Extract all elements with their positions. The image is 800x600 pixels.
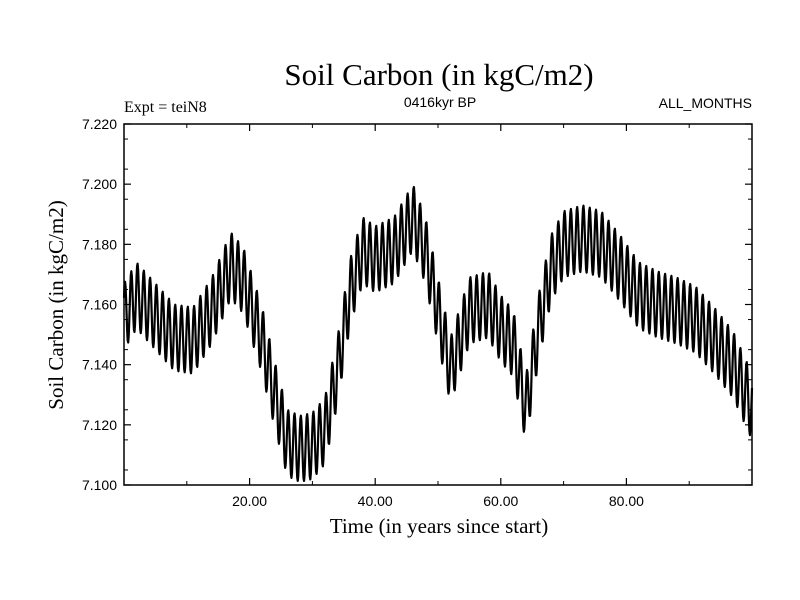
y-tick-label: 7.220 [82, 116, 117, 132]
plot-frame [123, 123, 753, 486]
x-axis-label: Time (in years since start) [330, 514, 549, 538]
x-axis-ticks: 20.00 40.00 60.00 80.00 [186, 124, 690, 509]
months-label: ALL_MONTHS [659, 95, 752, 111]
y-tick-label: 7.180 [82, 236, 117, 252]
x-tick-label: 80.00 [609, 493, 644, 509]
period-label: 0416kyr BP [404, 94, 476, 110]
x-tick-label: 20.00 [232, 493, 267, 509]
y-tick-label: 7.160 [82, 297, 117, 313]
x-tick-label: 60.00 [483, 493, 518, 509]
experiment-label: Expt = teiN8 [124, 99, 207, 116]
chart-title: Soil Carbon (in kgC/m2) [284, 57, 593, 92]
series-line-soil-carbon [122, 185, 754, 482]
y-tick-label: 7.120 [82, 417, 117, 433]
x-tick-label: 40.00 [358, 493, 393, 509]
y-tick-label: 7.140 [82, 357, 117, 373]
y-tick-label: 7.200 [82, 176, 117, 192]
y-axis-label: Soil Carbon (in kgC/m2) [44, 200, 68, 409]
y-tick-label: 7.100 [82, 477, 117, 493]
